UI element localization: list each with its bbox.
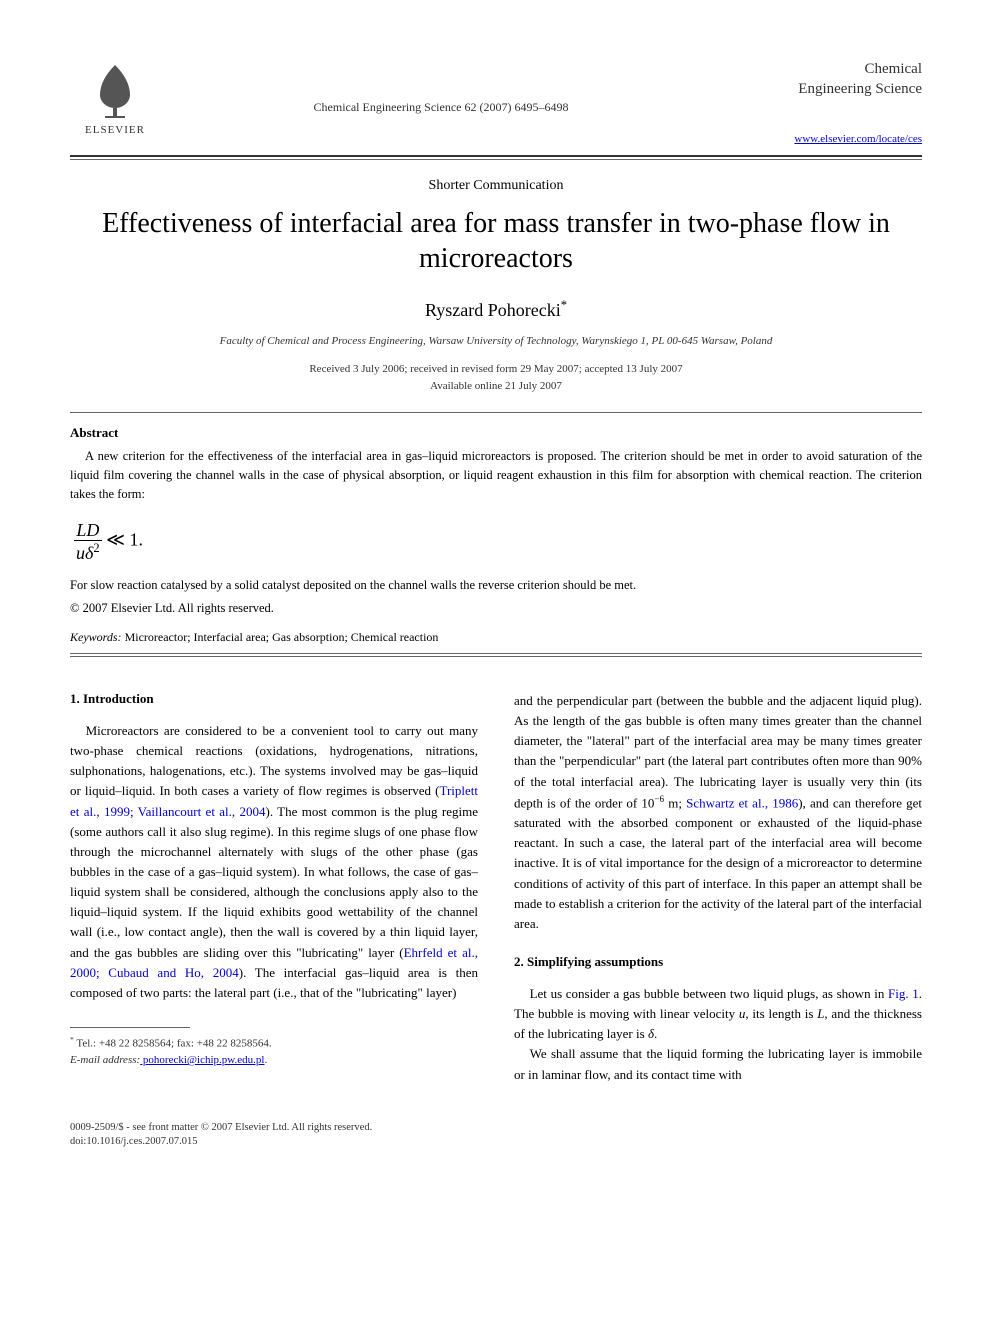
s2-p1a: Let us consider a gas bubble between two… [530,986,888,1001]
journal-name: Chemical Engineering Science [722,60,922,99]
footnote-email-suffix: . [264,1054,267,1066]
journal-link[interactable]: www.elsevier.com/locate/ces [794,133,922,145]
s1-p2b: m; [664,795,686,810]
criterion-formula: LD uδ2 ≪ 1. [74,521,922,562]
footnote-tel: * Tel.: +48 22 8258564; fax: +48 22 8258… [70,1034,478,1052]
section-2-p2: We shall assume that the liquid forming … [514,1044,922,1084]
author-line: Ryszard Pohorecki* [70,298,922,321]
s1-p2a: and the perpendicular part (between the … [514,693,922,810]
s1-p2a-sup: −6 [654,794,664,804]
journal-reference: Chemical Engineering Science 62 (2007) 6… [160,60,722,115]
divider-abstract-top [70,412,922,413]
footnote-email-link[interactable]: pohorecki@ichip.pw.edu.pl [140,1054,264,1066]
cite-schwartz[interactable]: Schwartz et al., 1986 [686,795,798,810]
article-title: Effectiveness of interfacial area for ma… [90,206,902,276]
formula-fraction: LD uδ2 [74,521,102,562]
cite-fig1[interactable]: Fig. 1 [888,986,919,1001]
dates-received: Received 3 July 2006; received in revise… [70,361,922,378]
abstract-p1: A new criterion for the effectiveness of… [70,447,922,503]
keywords-label: Keywords: [70,630,122,644]
column-right: and the perpendicular part (between the … [514,691,922,1085]
footnote-email-line: E-mail address: pohorecki@ichip.pw.edu.p… [70,1052,478,1069]
formula-den-text: uδ [76,543,93,563]
footnote-block: * Tel.: +48 22 8258564; fax: +48 22 8258… [70,1034,478,1069]
keywords-text: Microreactor; Interfacial area; Gas abso… [122,630,439,644]
journal-box: Chemical Engineering Science www.elsevie… [722,60,922,147]
footer-doi: doi:10.1016/j.ces.2007.07.015 [70,1135,922,1150]
formula-den-sup: 2 [93,541,99,555]
affiliation: Faculty of Chemical and Process Engineer… [70,335,922,347]
publisher-logo-block: ELSEVIER [70,60,160,136]
dates-block: Received 3 July 2006; received in revise… [70,361,922,394]
section-1-p1: Microreactors are considered to be a con… [70,721,478,1003]
publisher-name: ELSEVIER [85,124,145,136]
formula-denominator: uδ2 [74,541,102,562]
header: ELSEVIER Chemical Engineering Science 62… [70,60,922,147]
footnote-tel-text: Tel.: +48 22 8258564; fax: +48 22 825856… [74,1038,272,1050]
article-type: Shorter Communication [70,178,922,194]
section-2-heading: 2. Simplifying assumptions [514,954,922,970]
footnote-email-label: E-mail address: [70,1054,140,1066]
footer-block: 0009-2509/$ - see front matter © 2007 El… [70,1121,922,1150]
formula-numerator: LD [74,521,102,541]
abstract-p2: For slow reaction catalysed by a solid c… [70,576,922,595]
divider-thin [70,159,922,160]
s2-p1e: . [654,1026,657,1041]
s1-p1a: Microreactors are considered to be a con… [70,723,478,798]
body-columns: 1. Introduction Microreactors are consid… [70,691,922,1085]
formula-relation: ≪ 1. [102,530,143,550]
s1-p2c: ), and can therefore get saturated with … [514,795,922,931]
footnote-separator [70,1027,190,1028]
section-2-p1: Let us consider a gas bubble between two… [514,984,922,1044]
keywords-line: Keywords: Microreactor; Interfacial area… [70,630,922,645]
author-name: Ryszard Pohorecki [425,300,561,320]
s2-p1c: , its length is [745,1006,817,1021]
abstract-copyright: © 2007 Elsevier Ltd. All rights reserved… [70,601,922,616]
abstract-heading: Abstract [70,425,922,441]
dates-online: Available online 21 July 2007 [70,378,922,395]
elsevier-tree-icon [85,60,145,120]
section-1-p2: and the perpendicular part (between the … [514,691,922,934]
divider-abstract-bottom-1 [70,653,922,654]
formula-num-text: LD [76,520,99,540]
column-left: 1. Introduction Microreactors are consid… [70,691,478,1085]
section-1-heading: 1. Introduction [70,691,478,707]
s1-p1b: ). The most common is the plug regime (s… [70,804,478,960]
divider-thick [70,155,922,157]
divider-abstract-bottom-2 [70,656,922,657]
author-marker: * [561,298,567,312]
footer-front-matter: 0009-2509/$ - see front matter © 2007 El… [70,1121,922,1136]
abstract-section: Abstract A new criterion for the effecti… [70,425,922,616]
